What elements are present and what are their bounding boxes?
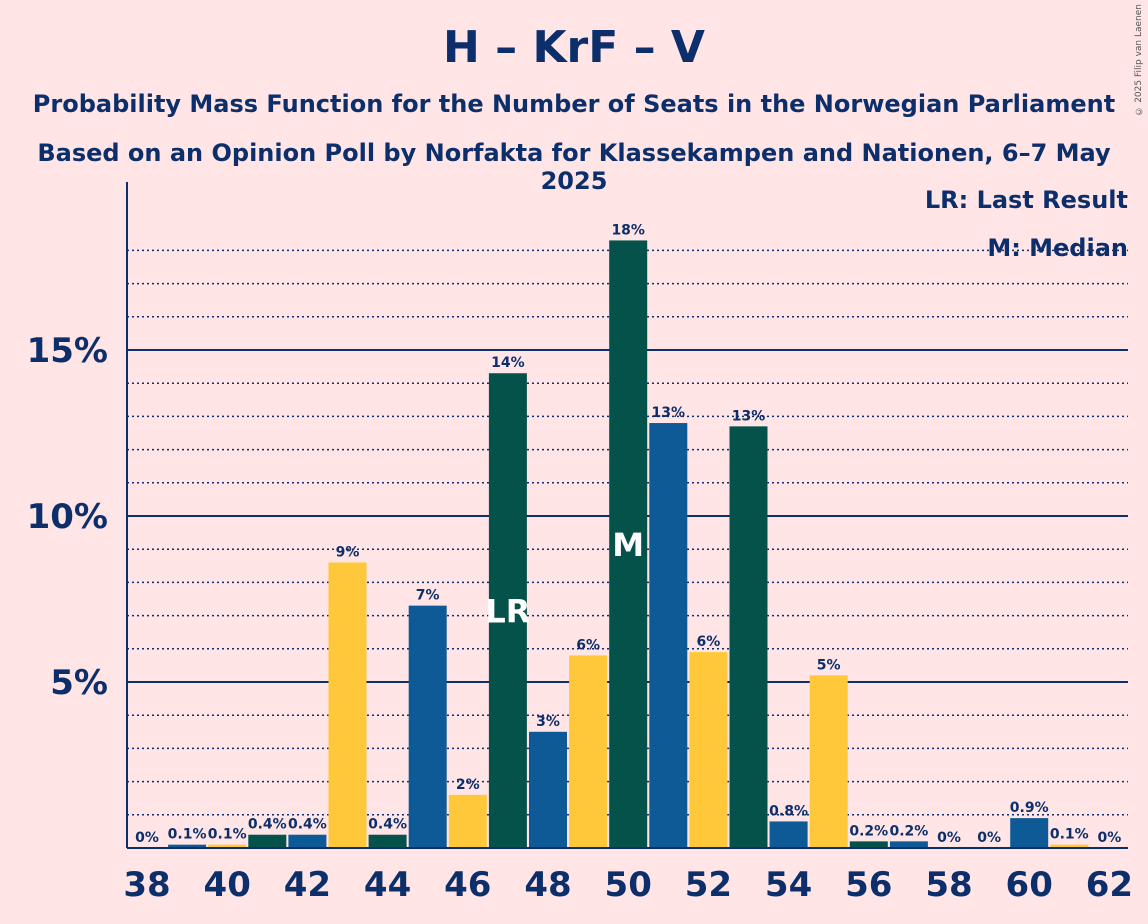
x-tick-label: 44	[364, 865, 411, 905]
bar-seat-41	[248, 834, 287, 848]
bar-seat-46	[448, 794, 487, 848]
x-tick-label: 56	[845, 865, 892, 905]
y-tick-label: 10%	[27, 497, 108, 537]
median-marker: M	[612, 526, 644, 564]
bar-seat-47	[488, 373, 527, 848]
bar-seat-56	[849, 841, 888, 848]
bar-seat-40	[208, 844, 247, 848]
x-tick-label: 60	[1006, 865, 1053, 905]
legend-median: M: Median	[987, 234, 1128, 262]
bar-seat-39	[168, 844, 207, 848]
data-label: 0.4%	[248, 817, 287, 833]
data-label: 0.1%	[168, 827, 207, 843]
bar-seat-52	[689, 652, 728, 848]
bar-seat-55	[809, 675, 848, 848]
data-label: 13%	[732, 408, 766, 424]
bar-seat-51	[649, 423, 688, 848]
data-label: 7%	[416, 588, 440, 604]
x-tick-label: 52	[685, 865, 732, 905]
chart-subtitle-1: Probability Mass Function for the Number…	[32, 90, 1116, 118]
chart-title: H – KrF – V	[442, 22, 705, 73]
bar-seat-57	[889, 841, 928, 848]
data-label: 3%	[536, 714, 560, 730]
data-label: 0%	[977, 830, 1001, 846]
x-tick-label: 58	[925, 865, 972, 905]
legend-last-result: LR: Last Result	[924, 186, 1128, 214]
data-label: 2%	[456, 777, 480, 793]
data-label: 14%	[491, 355, 525, 371]
x-tick-label: 46	[444, 865, 491, 905]
data-label: 0%	[135, 830, 159, 846]
data-label: 0.2%	[849, 823, 888, 839]
data-label: 0.4%	[368, 817, 407, 833]
bar-seat-54	[769, 821, 808, 848]
x-tick-label: 62	[1086, 865, 1133, 905]
data-label: 6%	[576, 637, 600, 653]
x-tick-label: 54	[765, 865, 812, 905]
x-tick-label: 38	[123, 865, 170, 905]
data-label: 18%	[611, 222, 645, 238]
chart-subtitle-2: Based on an Opinion Poll by Norfakta for…	[37, 139, 1111, 195]
y-tick-label: 15%	[27, 331, 108, 371]
data-label: 0.2%	[889, 823, 928, 839]
bar-seat-50	[609, 240, 648, 848]
data-label: 9%	[336, 544, 360, 560]
data-label: 0.1%	[208, 827, 247, 843]
data-label: 0.4%	[288, 817, 327, 833]
bar-seat-42	[288, 834, 327, 848]
data-label: 5%	[817, 657, 841, 673]
data-label: 0%	[1098, 830, 1122, 846]
last-result-marker: LR	[485, 593, 530, 631]
bar-seat-48	[529, 731, 567, 848]
bar-seat-61	[1050, 844, 1089, 848]
data-label: 0.8%	[769, 803, 808, 819]
bar-seat-60	[1010, 818, 1049, 848]
bar-seat-49	[569, 655, 608, 848]
bar-seat-44	[368, 834, 407, 848]
data-label: 0.9%	[1010, 800, 1049, 816]
bar-seat-43	[328, 562, 367, 848]
data-label: 13%	[652, 405, 686, 421]
data-label: 6%	[697, 634, 721, 650]
x-tick-label: 48	[524, 865, 571, 905]
y-tick-label: 5%	[50, 663, 108, 703]
data-label: 0%	[937, 830, 961, 846]
x-tick-label: 42	[284, 865, 331, 905]
x-tick-label: 40	[204, 865, 251, 905]
bar-seat-53	[729, 426, 768, 848]
data-label: 0.1%	[1050, 827, 1089, 843]
x-tick-label: 50	[605, 865, 652, 905]
bar-seat-45	[408, 605, 447, 848]
